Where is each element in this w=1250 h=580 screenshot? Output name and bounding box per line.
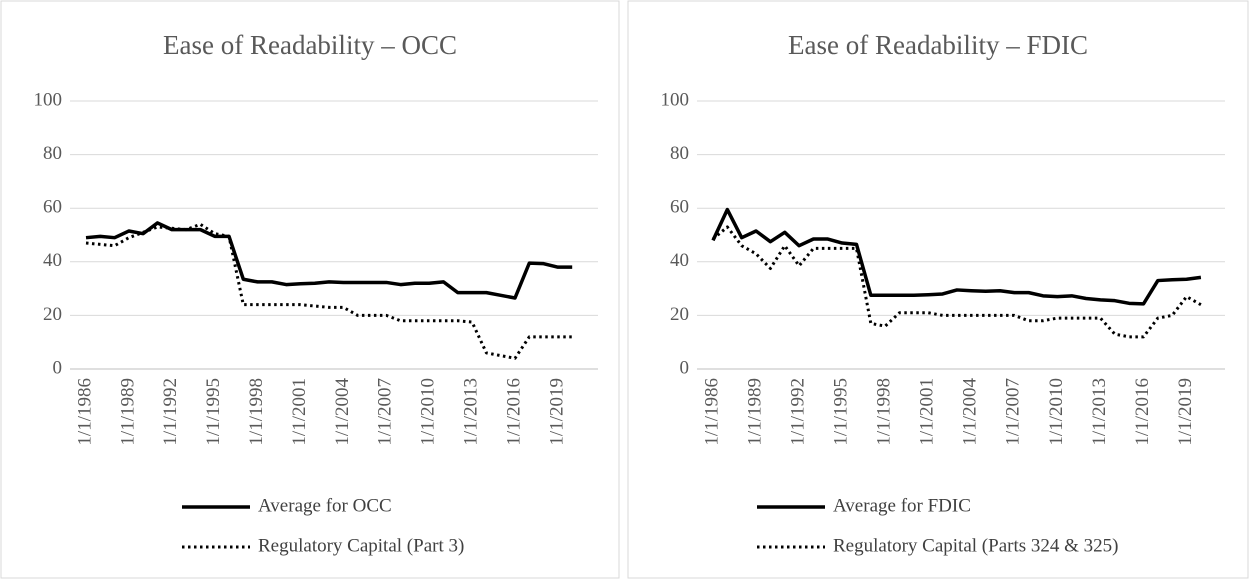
x-tick-label: 1/1/2010 xyxy=(1046,378,1067,446)
x-tick-label: 1/1/1995 xyxy=(831,378,852,446)
x-tick-label: 1/1/2016 xyxy=(1132,378,1153,446)
x-tick-label: 1/1/2013 xyxy=(460,378,481,446)
x-tick-label: 1/1/2019 xyxy=(1175,378,1196,446)
y-tick-label: 40 xyxy=(670,250,689,271)
series-line xyxy=(711,207,1202,306)
x-tick-label: 1/1/1995 xyxy=(203,378,224,446)
x-tick-label: 1/1/2007 xyxy=(1003,378,1024,446)
y-tick-label: 20 xyxy=(670,304,689,325)
x-tick-label: 1/1/1989 xyxy=(117,378,138,446)
x-tick-label: 1/1/1998 xyxy=(874,378,895,446)
y-tick-label: 60 xyxy=(43,197,62,218)
x-tick-label: 1/1/2004 xyxy=(960,378,981,446)
x-tick-label: 1/1/1989 xyxy=(744,378,765,446)
x-tick-label: 1/1/2001 xyxy=(289,378,310,446)
y-tick-label: 80 xyxy=(670,143,689,164)
legend-label: Average for OCC xyxy=(258,495,392,516)
legend-label: Regulatory Capital (Parts 324 & 325) xyxy=(833,535,1118,556)
x-tick-label: 1/1/2007 xyxy=(375,378,396,446)
y-tick-label: 40 xyxy=(43,250,62,271)
y-tick-label: 0 xyxy=(680,357,690,378)
x-tick-label: 1/1/2001 xyxy=(917,378,938,446)
chart-title: Ease of Readability – FDIC xyxy=(788,30,1088,60)
series-line xyxy=(712,225,1202,339)
x-tick-label: 1/1/2016 xyxy=(503,378,524,446)
y-tick-label: 20 xyxy=(43,304,62,325)
y-tick-label: 60 xyxy=(670,197,689,218)
x-tick-label: 1/1/2004 xyxy=(332,378,353,446)
series-line xyxy=(85,222,573,360)
x-tick-label: 1/1/1986 xyxy=(701,378,722,446)
y-tick-label: 100 xyxy=(34,89,63,110)
legend-label: Average for FDIC xyxy=(833,495,971,516)
y-tick-label: 0 xyxy=(53,357,63,378)
legend-label: Regulatory Capital (Part 3) xyxy=(258,535,464,556)
panel xyxy=(627,0,1249,579)
x-tick-label: 1/1/2019 xyxy=(546,378,567,446)
y-tick-label: 80 xyxy=(43,143,62,164)
y-tick-label: 100 xyxy=(661,89,690,110)
x-tick-label: 1/1/2010 xyxy=(418,378,439,446)
panel xyxy=(0,0,620,579)
chart-title: Ease of Readability – OCC xyxy=(163,30,457,60)
x-tick-label: 1/1/1992 xyxy=(787,378,808,446)
x-tick-label: 1/1/1986 xyxy=(74,378,95,446)
x-tick-label: 1/1/2013 xyxy=(1089,378,1110,446)
x-tick-label: 1/1/1992 xyxy=(160,378,181,446)
x-tick-label: 1/1/1998 xyxy=(246,378,267,446)
